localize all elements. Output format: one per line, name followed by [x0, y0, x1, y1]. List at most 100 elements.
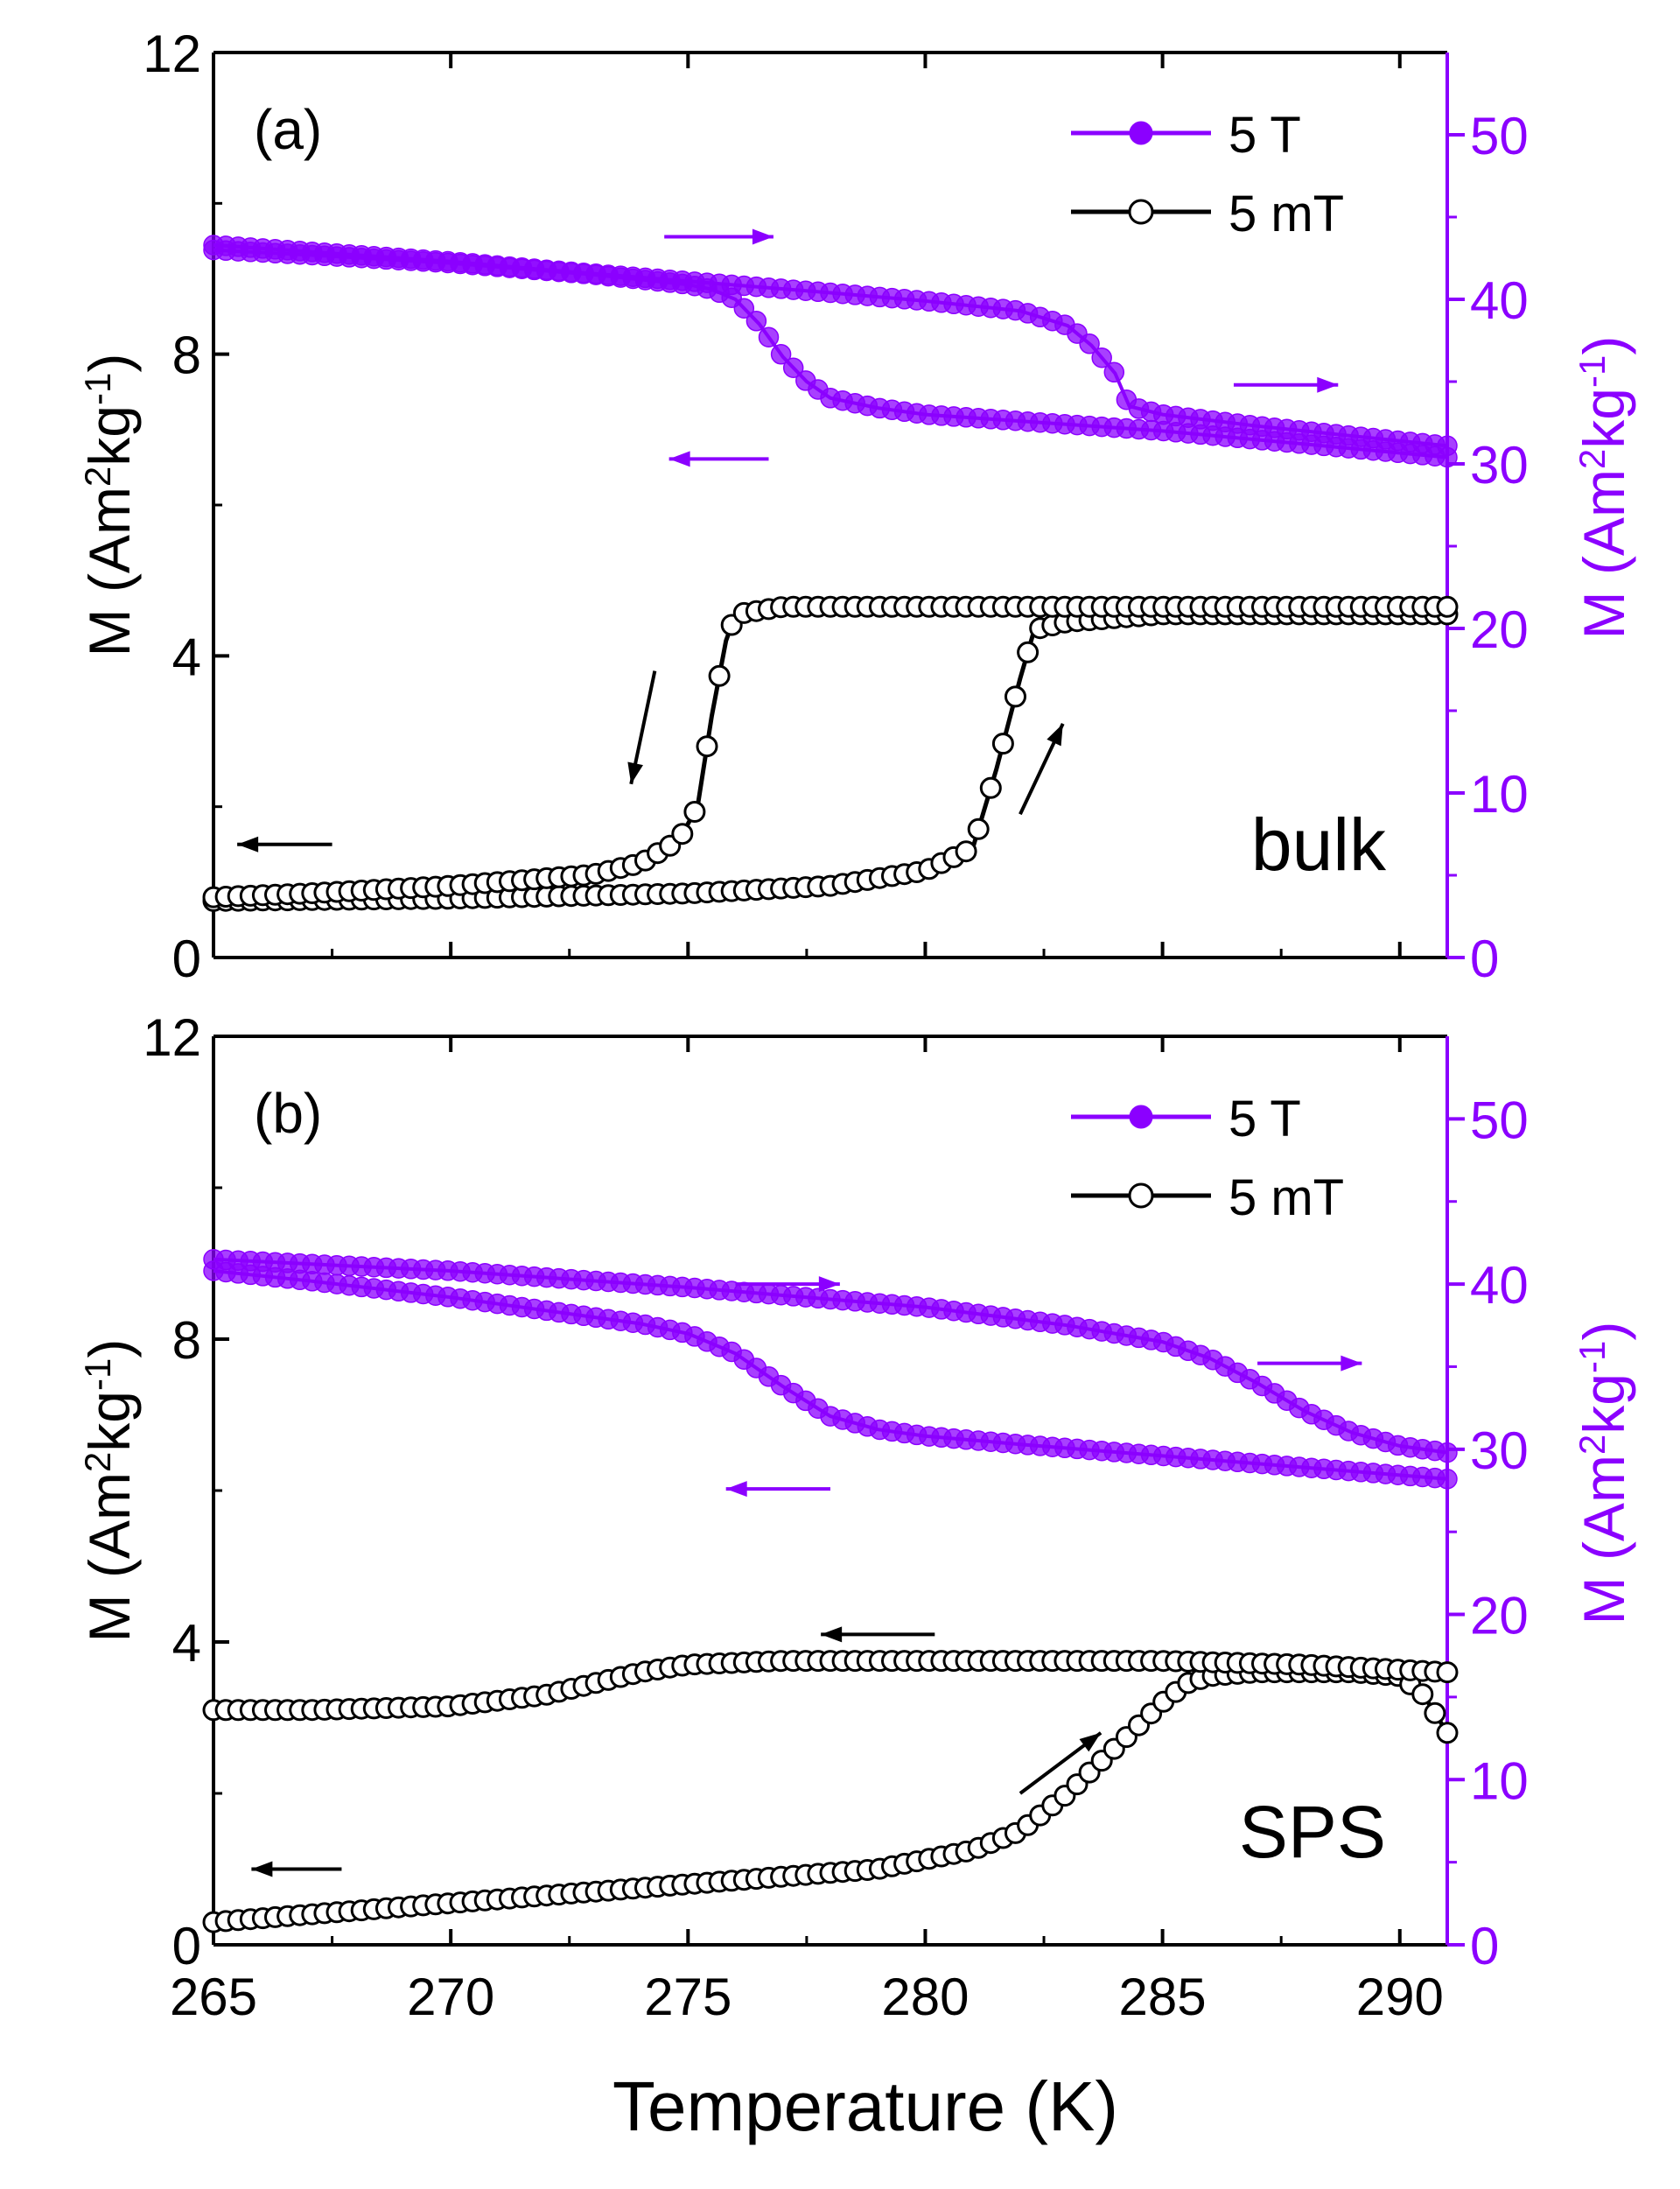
data-point	[770, 344, 792, 365]
arrow-down-5mT	[627, 670, 657, 785]
data-point	[1436, 595, 1459, 618]
panel-label: (b)	[254, 1082, 322, 1145]
data-point	[955, 840, 977, 863]
data-point	[1436, 1722, 1459, 1744]
right-tick-label: 40	[1470, 1256, 1529, 1315]
data-point	[991, 733, 1014, 755]
legend-label-5T: 5 T	[1228, 107, 1301, 164]
x-tick-label: 270	[407, 1968, 494, 2026]
sample-label: bulk	[1251, 803, 1387, 886]
left-axis-label-part: 2	[77, 1452, 118, 1472]
arrow-left-axis	[237, 836, 332, 852]
arrow-right-axis-head	[1317, 376, 1339, 393]
left-axis-label-part: -1	[77, 373, 118, 405]
arrow-left-5mT-cooling-head	[821, 1626, 843, 1643]
data-point	[967, 817, 990, 840]
left-tick-label: 12	[143, 25, 201, 83]
left-axis-label-part: M (Am	[77, 1472, 142, 1642]
legend-label-5mT: 5 mT	[1228, 1169, 1344, 1226]
left-axis-label-part: )	[77, 1339, 142, 1358]
data-point	[979, 776, 1002, 799]
series-line	[213, 243, 1448, 448]
left-tick-label: 0	[172, 1917, 201, 1975]
right-axis-label-part: -1	[1572, 355, 1613, 388]
arrow-right-axis-head	[1340, 1355, 1362, 1372]
left-tick-label: 0	[172, 930, 201, 988]
right-tick-label: 0	[1470, 930, 1499, 988]
right-tick-label: 0	[1470, 1917, 1499, 1975]
data-point	[1411, 1683, 1434, 1706]
right-axis-label-part: kg	[1572, 388, 1636, 449]
arrow-up-5mT	[1018, 723, 1065, 816]
right-axis-label-part: kg	[1572, 1373, 1636, 1435]
left-tick-label: 12	[143, 1008, 201, 1067]
arrow-left-axis	[251, 1861, 342, 1877]
legend-label-5T: 5 T	[1228, 1091, 1301, 1147]
right-tick-label: 50	[1470, 1091, 1529, 1149]
left-tick-label: 4	[172, 1614, 201, 1673]
data-point	[1437, 446, 1458, 468]
right-axis-label: M (Am2kg-1)	[1572, 1322, 1636, 1625]
right-axis-label-part: 2	[1572, 1435, 1613, 1455]
right-tick-label: 40	[1470, 271, 1529, 330]
left-axis-label-part: 2	[77, 467, 118, 487]
left-axis-label-part: M (Am	[77, 487, 142, 656]
data-point	[1437, 1442, 1458, 1463]
x-tick-label: 275	[644, 1968, 732, 2026]
arrow-heating-5T	[735, 1276, 840, 1293]
data-point	[782, 357, 804, 378]
arrow-up-5mT	[1018, 1731, 1102, 1795]
arrow-heating-5T-head	[752, 228, 774, 245]
legend-marker-5mT	[1128, 1182, 1154, 1209]
legend: 5 T 5 mT	[1071, 1091, 1344, 1226]
right-tick-label: 10	[1470, 765, 1529, 824]
shared-x-axis: 265 270 275 280 285 290 Temperature (K)	[170, 1968, 1444, 2145]
legend-marker-5T	[1129, 121, 1153, 145]
legend: 5 T 5 mT	[1071, 107, 1344, 242]
x-tick-label: 265	[170, 1968, 257, 2026]
left-tick-label: 8	[172, 326, 201, 385]
series-5T-cooling	[203, 1260, 1458, 1490]
series-5mT-cooling	[202, 1650, 1459, 1722]
left-axis-label: M (Am2kg-1)	[77, 354, 142, 657]
data-point	[671, 823, 694, 845]
series-5T-heating	[203, 235, 1458, 457]
legend-marker-5T	[1129, 1105, 1153, 1129]
right-axis-label-part: )	[1572, 336, 1636, 355]
right-axis-label-part: -1	[1572, 1341, 1613, 1373]
data-point	[758, 326, 780, 347]
arrow-cooling-5T-head	[668, 451, 690, 467]
arrow-heating-5T	[664, 228, 774, 245]
data-point	[1437, 1469, 1458, 1490]
panel-label: (a)	[254, 98, 322, 161]
right-axis-label: M (Am2kg-1)	[1572, 336, 1636, 640]
right-axis-label-part: M (Am	[1572, 1455, 1636, 1624]
x-tick-label: 290	[1356, 1968, 1444, 2026]
right-tick-label: 50	[1470, 107, 1529, 165]
left-axis-label-part: kg	[77, 405, 142, 467]
arrow-right-axis	[1257, 1355, 1362, 1372]
right-tick-label: 30	[1470, 1421, 1529, 1480]
right-tick-label: 10	[1470, 1751, 1529, 1810]
left-tick-label: 8	[172, 1311, 201, 1370]
arrow-cooling-5T-head	[725, 1481, 747, 1498]
arrow-left-5mT-cooling	[821, 1626, 935, 1643]
data-point	[683, 801, 706, 823]
arrow-down-5mT-head	[627, 761, 643, 784]
arrow-left-axis-head	[237, 836, 259, 852]
left-axis-label-part: )	[77, 354, 142, 373]
left-tick-label: 4	[172, 628, 201, 686]
left-axis-label-part: -1	[77, 1358, 118, 1391]
right-tick-label: 20	[1470, 1587, 1529, 1645]
left-axis-label: M (Am2kg-1)	[77, 1339, 142, 1643]
right-tick-label: 30	[1470, 436, 1529, 495]
data-point	[733, 298, 755, 319]
data-point	[1017, 641, 1040, 663]
series-5T-cooling	[203, 239, 1458, 468]
arrow-up-5mT-head	[1046, 723, 1063, 747]
series-5mT-cooling	[202, 595, 1459, 909]
x-tick-label: 285	[1119, 1968, 1207, 2026]
